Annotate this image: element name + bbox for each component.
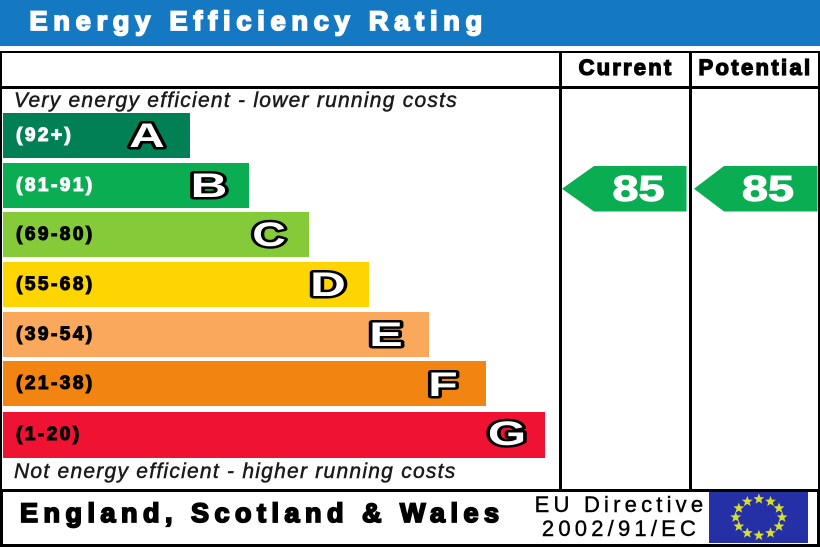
svg-text:G: G [488,415,526,453]
svg-text:D: D [310,266,346,304]
svg-text:C: C [252,216,286,254]
svg-text:F: F [428,366,457,404]
svg-text:B: B [191,167,228,205]
svg-text:85: 85 [613,168,665,209]
svg-text:E: E [370,316,404,354]
svg-text:85: 85 [742,168,794,209]
svg-text:A: A [130,117,166,155]
